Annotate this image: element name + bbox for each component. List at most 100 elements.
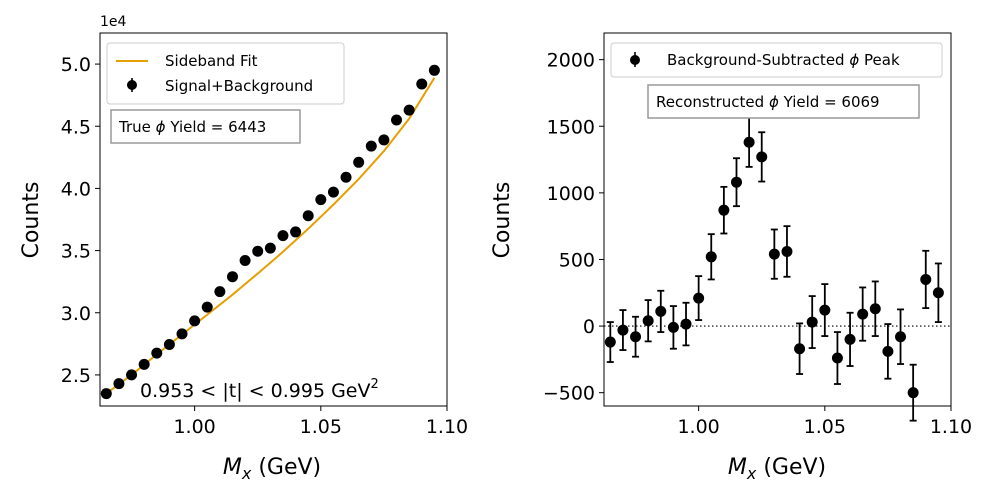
left-x-tick-label: 1.10 (426, 416, 468, 438)
svg-text:True ϕ Yield = 6443: True ϕ Yield = 6443 (118, 118, 266, 136)
left-y-tick-label: 3.0 (61, 303, 91, 325)
data-point (831, 331, 843, 385)
right-legend: Background-Subtracted ϕ Peak (610, 42, 943, 78)
data-marker (705, 251, 717, 263)
data-marker (315, 194, 327, 206)
left-x-axis-label: Mx (GeV) (223, 455, 321, 483)
data-point (730, 157, 742, 208)
true-yield-value: Yield = 6443 (166, 118, 267, 136)
data-marker (340, 171, 352, 183)
data-point (428, 64, 440, 76)
data-point (277, 230, 289, 242)
left-x-tick-label: 1.05 (300, 416, 342, 438)
reconstructed-yield-value: Yield = 6069 (779, 93, 880, 111)
right-y-tick-label: 1500 (547, 116, 595, 138)
data-marker (882, 345, 894, 357)
data-marker (730, 176, 742, 188)
data-marker (189, 315, 201, 327)
data-point (844, 311, 856, 367)
data-marker (391, 114, 403, 126)
left-legend: Sideband Fit Signal+Background (106, 42, 345, 105)
right-panel: 1.00 1.05 1.10 −500 0 500 1000 1500 2000 Counts… (490, 32, 972, 483)
data-marker (163, 338, 175, 350)
data-marker (353, 156, 365, 168)
data-marker (604, 336, 616, 348)
data-point (667, 305, 679, 350)
data-point (743, 116, 755, 168)
data-marker (214, 286, 226, 298)
data-point (604, 321, 616, 363)
true-yield-prefix: True (118, 118, 156, 136)
data-point (806, 295, 818, 349)
right-y-tick-label: 500 (559, 249, 595, 271)
right-reconstructed-yield-box: Reconstructed ϕ Yield = 6069 (647, 84, 920, 119)
data-point (693, 275, 705, 321)
data-point (302, 210, 314, 222)
data-point (290, 226, 302, 238)
data-point (857, 286, 869, 342)
data-point (403, 104, 415, 116)
data-marker (365, 140, 377, 152)
data-marker (806, 316, 818, 328)
data-point (138, 358, 150, 370)
legend-errorbar-swatch-right (630, 52, 640, 67)
legend-errorbar-swatch (127, 78, 137, 92)
data-point (718, 185, 730, 235)
data-marker (680, 318, 692, 330)
data-point (932, 262, 944, 323)
data-point (642, 299, 654, 343)
data-point (869, 280, 881, 337)
data-marker (252, 245, 264, 257)
data-marker (857, 308, 869, 320)
data-point (895, 308, 907, 365)
data-marker (642, 315, 654, 327)
data-point (176, 328, 188, 340)
data-point (340, 171, 352, 183)
data-marker (113, 378, 125, 390)
data-point (920, 249, 932, 309)
data-marker (667, 321, 679, 333)
data-marker (781, 245, 793, 257)
data-marker (630, 331, 642, 343)
right-x-tick-label: 1.00 (677, 416, 719, 438)
data-point (655, 289, 667, 333)
data-marker (718, 204, 730, 216)
left-y-tick-label: 2.5 (61, 365, 91, 387)
t-range-annotation: 0.953 < |t| < 0.995 GeV2 (140, 377, 379, 402)
left-panel: 1e4 1.00 1.05 1.10 2.5 3.0 3.5 4.0 4.5 5.0 Coun… (19, 14, 468, 483)
data-point (252, 245, 264, 257)
left-y-tick-label: 4.5 (61, 116, 91, 138)
data-point (794, 322, 806, 375)
data-marker (920, 273, 932, 285)
data-marker (743, 136, 755, 148)
data-point (756, 131, 768, 183)
left-y-tick-label: 5.0 (61, 54, 91, 76)
data-point (264, 242, 276, 254)
data-marker (138, 358, 150, 370)
data-marker (201, 301, 213, 313)
right-x-tick-label: 1.10 (930, 416, 972, 438)
data-marker (290, 226, 302, 238)
data-marker (655, 305, 667, 317)
phi-symbol-right: ϕ (769, 93, 779, 111)
phi-symbol: ϕ (156, 118, 166, 136)
data-marker (907, 387, 919, 399)
svg-text:Reconstructed ϕ Yield = 6069: Reconstructed ϕ Yield = 6069 (656, 93, 880, 111)
data-marker (327, 186, 339, 198)
data-point (781, 225, 793, 278)
data-point (416, 78, 428, 90)
data-point (365, 140, 377, 152)
data-point (163, 338, 175, 350)
data-point (315, 194, 327, 206)
data-point (391, 114, 403, 126)
right-y-tick-label: −500 (543, 383, 595, 405)
legend-signal-background: Signal+Background (165, 77, 313, 95)
data-point (705, 233, 717, 281)
legend-sideband-fit: Sideband Fit (165, 52, 258, 70)
data-point (630, 315, 642, 358)
left-axes-frame (99, 32, 448, 407)
data-marker (932, 287, 944, 299)
data-point (214, 286, 226, 298)
data-point (113, 378, 125, 390)
